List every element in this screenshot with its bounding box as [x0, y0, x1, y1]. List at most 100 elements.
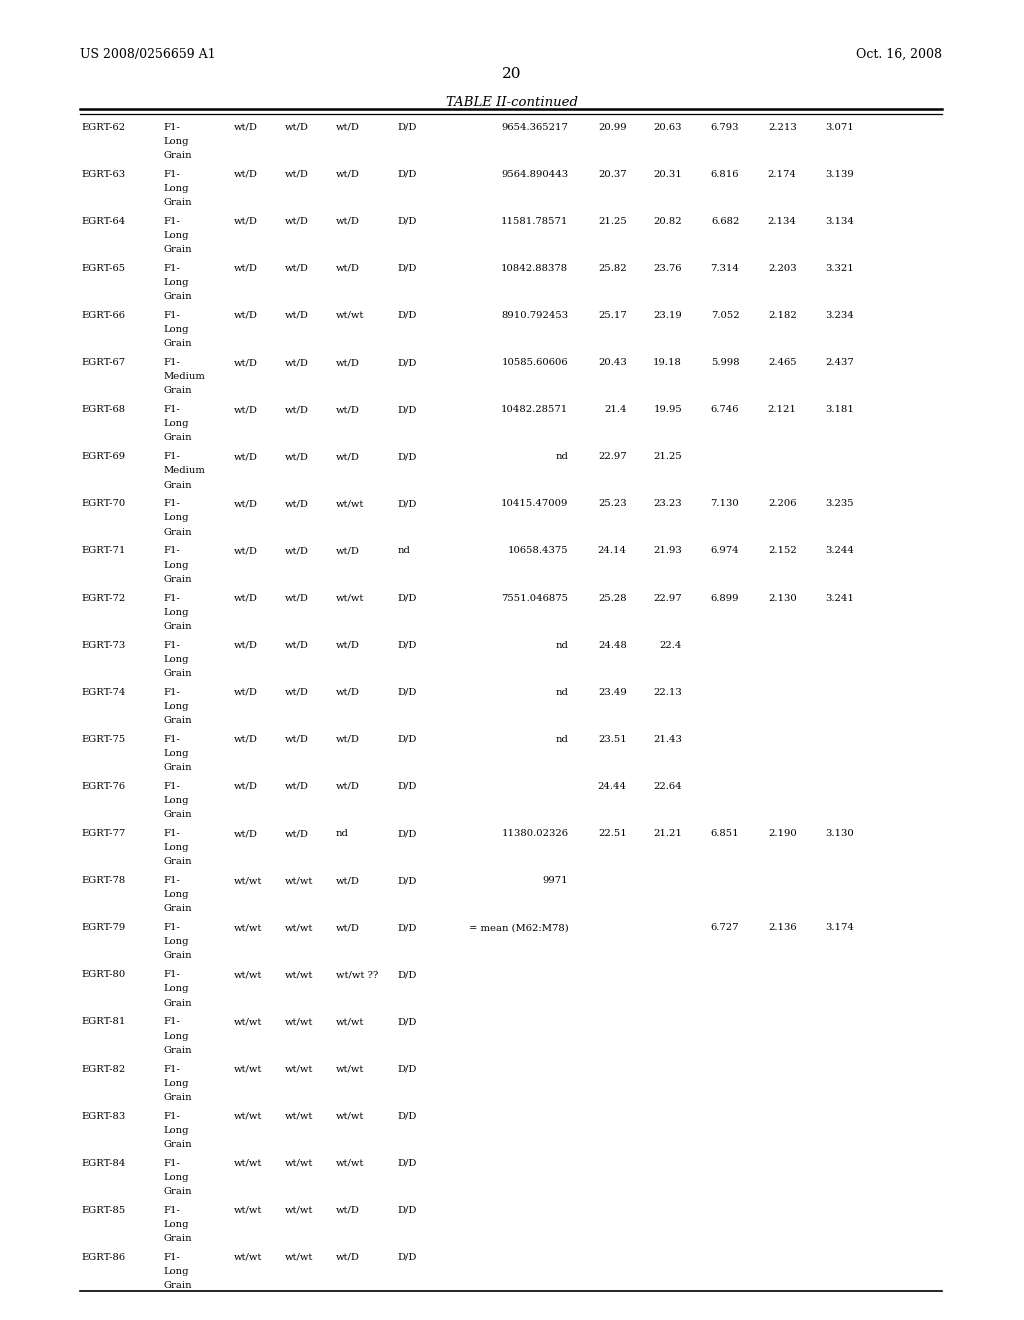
- Text: wt/D: wt/D: [336, 688, 359, 697]
- Text: F1-: F1-: [164, 1064, 180, 1073]
- Text: Oct. 16, 2008: Oct. 16, 2008: [856, 49, 942, 61]
- Text: 22.51: 22.51: [598, 829, 627, 838]
- Text: Grain: Grain: [164, 857, 193, 866]
- Text: EGRT-80: EGRT-80: [82, 970, 126, 979]
- Text: 20.63: 20.63: [653, 123, 682, 132]
- Text: D/D: D/D: [397, 640, 417, 649]
- Text: 10658.4375: 10658.4375: [508, 546, 568, 556]
- Text: EGRT-68: EGRT-68: [82, 405, 126, 414]
- Text: 3.139: 3.139: [825, 170, 854, 178]
- Text: F1-: F1-: [164, 1018, 180, 1027]
- Text: 3.130: 3.130: [825, 829, 854, 838]
- Text: EGRT-83: EGRT-83: [82, 1111, 126, 1121]
- Text: Long: Long: [164, 702, 189, 711]
- Text: 3.174: 3.174: [825, 923, 854, 932]
- Text: wt/D: wt/D: [285, 546, 308, 556]
- Text: Grain: Grain: [164, 339, 193, 348]
- Text: D/D: D/D: [397, 829, 417, 838]
- Text: D/D: D/D: [397, 1111, 417, 1121]
- Text: D/D: D/D: [397, 358, 417, 367]
- Text: Long: Long: [164, 607, 189, 616]
- Text: wt/D: wt/D: [233, 829, 257, 838]
- Text: Long: Long: [164, 748, 189, 758]
- Text: EGRT-62: EGRT-62: [82, 123, 126, 132]
- Text: wt/wt: wt/wt: [336, 1111, 365, 1121]
- Text: Grain: Grain: [164, 574, 193, 583]
- Text: D/D: D/D: [397, 594, 417, 602]
- Text: wt/wt: wt/wt: [285, 1205, 313, 1214]
- Text: wt/wt: wt/wt: [233, 1064, 262, 1073]
- Text: D/D: D/D: [397, 876, 417, 886]
- Text: 2.152: 2.152: [768, 546, 797, 556]
- Text: wt/wt: wt/wt: [336, 1018, 365, 1027]
- Text: wt/wt: wt/wt: [285, 1253, 313, 1262]
- Text: wt/D: wt/D: [285, 499, 308, 508]
- Text: F1-: F1-: [164, 546, 180, 556]
- Text: 21.93: 21.93: [653, 546, 682, 556]
- Text: Grain: Grain: [164, 669, 193, 678]
- Text: nd: nd: [555, 735, 568, 744]
- Text: 22.97: 22.97: [653, 594, 682, 602]
- Text: wt/D: wt/D: [336, 1253, 359, 1262]
- Text: nd: nd: [336, 829, 349, 838]
- Text: 20.37: 20.37: [598, 170, 627, 178]
- Text: 6.727: 6.727: [711, 923, 739, 932]
- Text: wt/D: wt/D: [285, 123, 308, 132]
- Text: wt/D: wt/D: [285, 688, 308, 697]
- Text: wt/wt: wt/wt: [233, 970, 262, 979]
- Text: 2.213: 2.213: [768, 123, 797, 132]
- Text: Long: Long: [164, 890, 189, 899]
- Text: nd: nd: [397, 546, 411, 556]
- Text: wt/D: wt/D: [233, 688, 257, 697]
- Text: Long: Long: [164, 1078, 189, 1088]
- Text: Grain: Grain: [164, 810, 193, 820]
- Text: wt/D: wt/D: [233, 499, 257, 508]
- Text: 7.052: 7.052: [711, 312, 739, 319]
- Text: 22.64: 22.64: [653, 781, 682, 791]
- Text: EGRT-67: EGRT-67: [82, 358, 126, 367]
- Text: F1-: F1-: [164, 1205, 180, 1214]
- Text: F1-: F1-: [164, 1111, 180, 1121]
- Text: D/D: D/D: [397, 781, 417, 791]
- Text: Long: Long: [164, 1031, 189, 1040]
- Text: wt/wt: wt/wt: [285, 1064, 313, 1073]
- Text: wt/D: wt/D: [233, 546, 257, 556]
- Text: F1-: F1-: [164, 735, 180, 744]
- Text: EGRT-82: EGRT-82: [82, 1064, 126, 1073]
- Text: nd: nd: [555, 640, 568, 649]
- Text: 6.851: 6.851: [711, 829, 739, 838]
- Text: Medium: Medium: [164, 466, 206, 475]
- Text: wt/wt: wt/wt: [233, 876, 262, 886]
- Text: Grain: Grain: [164, 999, 193, 1007]
- Text: wt/wt: wt/wt: [233, 1159, 262, 1168]
- Text: Long: Long: [164, 655, 189, 664]
- Text: wt/D: wt/D: [233, 216, 257, 226]
- Text: D/D: D/D: [397, 1159, 417, 1168]
- Text: Grain: Grain: [164, 528, 193, 537]
- Text: 3.235: 3.235: [825, 499, 854, 508]
- Text: 11380.02326: 11380.02326: [502, 829, 568, 838]
- Text: 24.44: 24.44: [598, 781, 627, 791]
- Text: wt/wt: wt/wt: [336, 594, 365, 602]
- Text: wt/D: wt/D: [285, 216, 308, 226]
- Text: US 2008/0256659 A1: US 2008/0256659 A1: [80, 49, 215, 61]
- Text: 2.134: 2.134: [768, 216, 797, 226]
- Text: wt/D: wt/D: [233, 594, 257, 602]
- Text: EGRT-66: EGRT-66: [82, 312, 126, 319]
- Text: wt/D: wt/D: [336, 546, 359, 556]
- Text: 2.182: 2.182: [768, 312, 797, 319]
- Text: wt/D: wt/D: [336, 735, 359, 744]
- Text: Grain: Grain: [164, 387, 193, 395]
- Text: Long: Long: [164, 1220, 189, 1229]
- Text: EGRT-84: EGRT-84: [82, 1159, 126, 1168]
- Text: F1-: F1-: [164, 640, 180, 649]
- Text: TABLE II-continued: TABLE II-continued: [446, 96, 578, 110]
- Text: F1-: F1-: [164, 216, 180, 226]
- Text: D/D: D/D: [397, 216, 417, 226]
- Text: nd: nd: [555, 453, 568, 461]
- Text: 6.682: 6.682: [711, 216, 739, 226]
- Text: wt/wt: wt/wt: [336, 1159, 365, 1168]
- Text: Medium: Medium: [164, 372, 206, 381]
- Text: EGRT-71: EGRT-71: [82, 546, 126, 556]
- Text: D/D: D/D: [397, 1064, 417, 1073]
